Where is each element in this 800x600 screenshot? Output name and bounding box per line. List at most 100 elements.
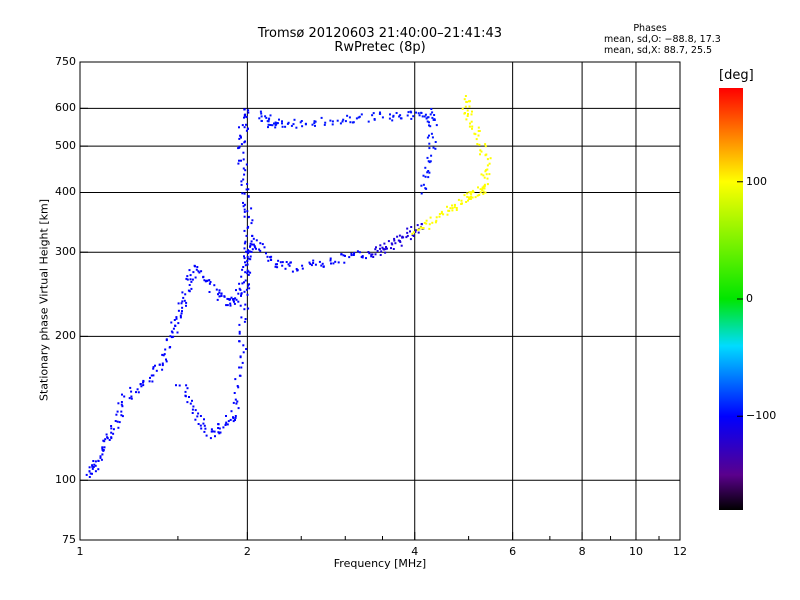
scatter-point — [355, 117, 358, 120]
scatter-point — [486, 158, 489, 161]
scatter-point — [110, 436, 113, 439]
scatter-point — [240, 159, 242, 162]
scatter-point — [229, 298, 231, 301]
scatter-point — [384, 251, 387, 254]
scatter-point — [227, 420, 230, 423]
scatter-point — [185, 301, 188, 304]
x-axis-label: Frequency [MHz] — [333, 557, 427, 570]
scatter-point — [479, 188, 482, 191]
scatter-point — [94, 464, 97, 467]
scatter-point — [311, 123, 314, 126]
scatter-point — [391, 119, 394, 122]
scatter-point — [250, 250, 253, 253]
scatter-point — [486, 168, 489, 171]
scatter-point — [105, 433, 108, 436]
scatter-point — [197, 270, 200, 273]
scatter-point — [420, 226, 422, 229]
scatter-point — [424, 113, 427, 116]
scatter-point — [236, 385, 239, 387]
scatter-point — [466, 192, 469, 195]
scatter-point — [281, 261, 284, 264]
scatter-point — [245, 163, 248, 166]
scatter-point — [471, 189, 474, 192]
scatter-point — [393, 237, 396, 240]
scatter-point — [242, 205, 245, 208]
x-tick-label: 6 — [509, 545, 517, 558]
scatter-point — [309, 263, 312, 265]
scatter-point — [248, 250, 251, 253]
scatter-point — [396, 235, 399, 238]
scatter-point — [281, 264, 284, 267]
scatter-point — [488, 173, 491, 176]
scatter-point — [370, 255, 373, 258]
scatter-point — [471, 127, 473, 130]
scatter-point — [466, 115, 469, 117]
scatter-point — [468, 125, 471, 128]
scatter-point — [243, 126, 246, 129]
scatter-point — [314, 124, 316, 127]
scatter-point — [416, 224, 419, 227]
scatter-point — [485, 169, 488, 172]
scatter-point — [259, 249, 262, 252]
scatter-point — [422, 174, 425, 177]
scatter-point — [229, 304, 232, 307]
scatter-point — [434, 141, 437, 143]
scatter-point — [181, 310, 183, 313]
scatter-point — [342, 254, 345, 257]
scatter-point — [88, 476, 91, 478]
scatter-point — [427, 176, 430, 179]
scatter-point — [393, 239, 396, 242]
scatter-point — [179, 316, 182, 319]
scatter-point — [374, 253, 377, 256]
x-tick-label: 1 — [76, 545, 84, 558]
scatter-point — [410, 226, 413, 228]
scatter-point — [91, 465, 94, 468]
phases-x-stats: mean, sd,X: 88.7, 25.5 — [604, 45, 713, 56]
scatter-point — [484, 154, 487, 157]
scatter-point — [185, 277, 188, 280]
scatter-point — [209, 281, 212, 283]
scatter-point — [428, 171, 431, 174]
scatter-point — [274, 265, 277, 268]
scatter-point — [197, 412, 200, 415]
scatter-point — [248, 283, 250, 286]
x-tick-label: 4 — [411, 545, 419, 558]
scatter-point — [184, 394, 187, 397]
scatter-point — [471, 110, 473, 113]
scatter-point — [185, 304, 187, 307]
scatter-point — [470, 193, 473, 196]
scatter-point — [264, 115, 267, 118]
scatter-point — [367, 251, 370, 253]
scatter-point — [374, 248, 377, 251]
scatter-point — [344, 120, 347, 123]
scatter-point — [245, 348, 248, 350]
scatter-point — [464, 95, 467, 97]
scatter-point — [246, 251, 249, 254]
scatter-point — [279, 261, 282, 264]
scatter-point — [241, 124, 244, 127]
scatter-point — [361, 256, 364, 259]
scatter-point — [91, 472, 93, 475]
scatter-point — [424, 166, 427, 169]
scatter-point — [195, 268, 198, 271]
scatter-point — [368, 252, 371, 255]
scatter-point — [273, 122, 275, 125]
y-tick-label: 750 — [55, 55, 76, 68]
scatter-point — [392, 248, 395, 250]
scatter-point — [120, 403, 123, 406]
scatter-point — [239, 288, 242, 291]
scatter-point — [241, 282, 244, 285]
scatter-point — [397, 239, 400, 242]
scatter-point — [135, 391, 137, 394]
scatter-point — [365, 257, 367, 260]
scatter-point — [242, 178, 245, 181]
scatter-point — [244, 271, 247, 274]
scatter-point — [177, 322, 180, 325]
scatter-point — [246, 259, 249, 262]
scatter-point — [249, 242, 252, 245]
scatter-point — [267, 259, 270, 262]
scatter-point — [428, 124, 430, 127]
scatter-point — [235, 298, 238, 301]
scatter-point — [191, 278, 194, 281]
x-tick-label: 8 — [578, 545, 586, 558]
